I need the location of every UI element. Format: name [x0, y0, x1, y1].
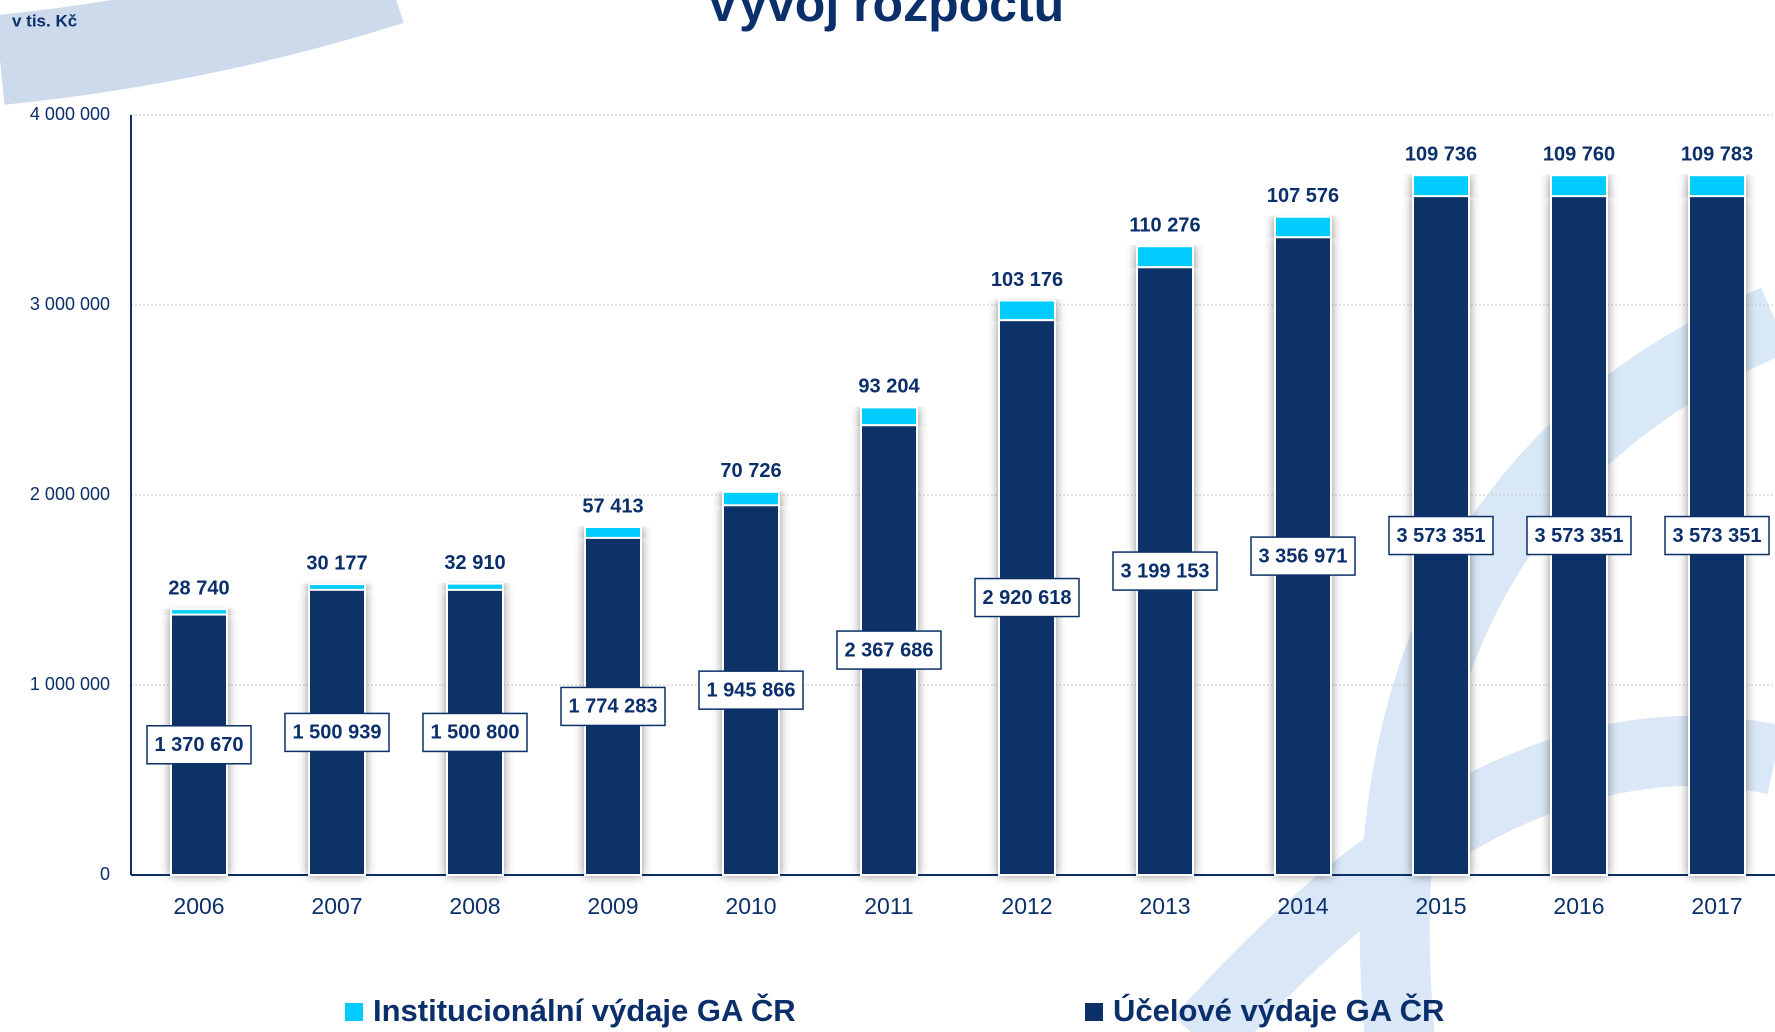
data-label-box — [560, 686, 666, 727]
bar-segment — [1550, 174, 1608, 198]
x-tick-label: 2011 — [864, 893, 913, 919]
data-label: 1 370 670 — [155, 734, 244, 756]
bar-segment — [308, 583, 366, 591]
bar-segment — [1412, 174, 1470, 198]
x-tick-label: 2015 — [1415, 893, 1466, 919]
data-label: 32 910 — [444, 552, 505, 574]
x-tick-label: 2008 — [449, 893, 500, 919]
data-label-box — [974, 577, 1080, 618]
y-tick-label: 1 000 000 — [30, 674, 110, 694]
data-label: 1 500 800 — [431, 722, 520, 744]
data-label-box — [1388, 515, 1494, 556]
data-label: 1 945 866 — [707, 679, 796, 701]
data-label-box — [422, 712, 528, 753]
bar-segment — [1688, 174, 1746, 198]
bar-segment — [584, 525, 642, 539]
data-label-box — [836, 630, 942, 670]
data-label-box — [1112, 551, 1218, 591]
legend-label: Institucionální výdaje GA ČR — [373, 992, 796, 1028]
data-label: 103 176 — [991, 269, 1063, 291]
data-label: 3 573 351 — [1535, 525, 1624, 547]
data-label: 70 726 — [720, 460, 781, 482]
data-label: 1 500 939 — [293, 722, 382, 744]
bar-segment — [722, 490, 780, 507]
data-label-box — [284, 712, 390, 753]
data-label: 109 783 — [1681, 143, 1753, 165]
y-tick-label: 2 000 000 — [30, 484, 110, 504]
y-tick-label: 0 — [100, 864, 110, 884]
x-tick-label: 2006 — [173, 893, 224, 919]
data-label-box — [1526, 515, 1632, 556]
data-label: 30 177 — [306, 552, 367, 574]
data-label: 3 356 971 — [1259, 545, 1348, 567]
data-label: 28 740 — [168, 577, 229, 599]
data-label: 110 276 — [1129, 214, 1200, 236]
data-label: 109 736 — [1405, 143, 1477, 165]
bar-segment — [170, 608, 228, 616]
data-label: 2 920 618 — [983, 587, 1072, 609]
chart-title: Vývoj rozpočtu — [706, 0, 1064, 32]
data-label: 2 367 686 — [845, 639, 934, 661]
legend-label: Účelové výdaje GA ČR — [1113, 992, 1444, 1028]
data-label: 1 774 283 — [569, 696, 658, 718]
bar-segment — [1274, 215, 1332, 239]
x-tick-label: 2017 — [1691, 893, 1742, 919]
legend-swatch — [1085, 1003, 1103, 1021]
y-tick-label: 3 000 000 — [30, 294, 110, 314]
x-tick-label: 2014 — [1277, 893, 1328, 919]
data-label-box — [1664, 515, 1770, 556]
data-label: 93 204 — [858, 376, 920, 398]
x-tick-label: 2013 — [1139, 893, 1190, 919]
x-tick-label: 2007 — [311, 893, 362, 919]
data-label: 57 413 — [582, 495, 643, 517]
x-tick-label: 2012 — [1001, 893, 1052, 919]
data-label: 109 760 — [1543, 143, 1615, 165]
data-label: 3 199 153 — [1121, 560, 1210, 582]
legend-swatch — [345, 1003, 363, 1021]
y-axis-label: v tis. Kč — [12, 11, 77, 30]
bar-segment — [860, 406, 918, 427]
data-label: 3 573 351 — [1397, 525, 1486, 547]
x-tick-label: 2010 — [725, 893, 776, 919]
bar-segment — [1136, 245, 1194, 269]
data-label-box — [1250, 536, 1356, 576]
bar-segment — [446, 582, 504, 591]
y-tick-label: 4 000 000 — [30, 104, 110, 124]
data-label-box — [698, 670, 804, 710]
x-tick-label: 2009 — [587, 893, 638, 919]
x-tick-label: 2016 — [1553, 893, 1604, 919]
data-label: 3 573 351 — [1673, 525, 1762, 547]
bar-segment — [998, 299, 1056, 322]
data-label: 107 576 — [1267, 185, 1339, 207]
data-label-box — [146, 725, 252, 765]
